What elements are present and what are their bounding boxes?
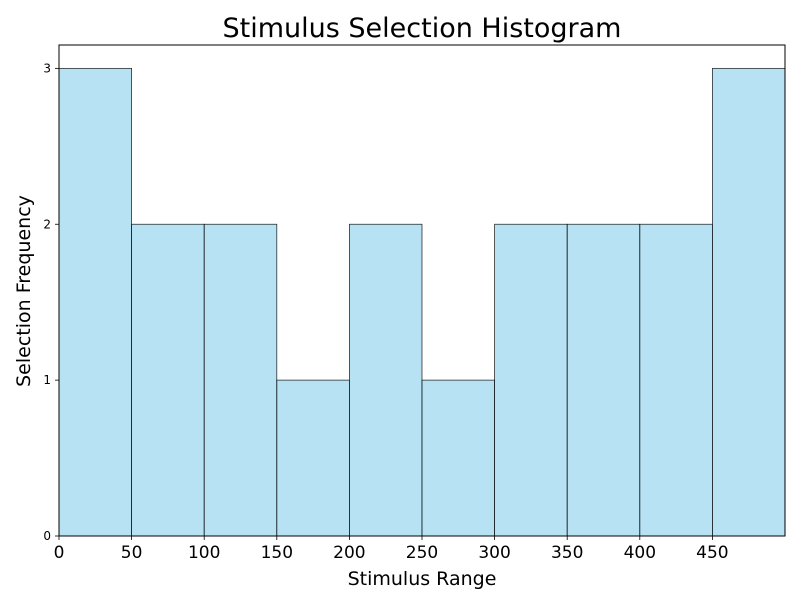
x-tick-label-0: 0: [54, 543, 65, 563]
histogram-bar-6: [494, 223, 568, 537]
chart-title: Stimulus Selection Histogram: [223, 13, 622, 44]
histogram-bar-0: [58, 67, 132, 537]
histogram-bar-3: [276, 379, 350, 537]
y-axis-label: Selection Frequency: [13, 195, 35, 387]
y-tick-label-3: 3: [43, 61, 51, 75]
y-tick-label-0: 0: [43, 529, 51, 543]
histogram-bar-1: [131, 223, 205, 537]
x-axis-label: Stimulus Range: [348, 568, 497, 590]
histogram-bar-5: [421, 379, 495, 537]
x-tick-label-4: 200: [333, 543, 365, 563]
x-tick-label-7: 350: [551, 543, 583, 563]
x-tick-label-2: 100: [188, 543, 220, 563]
y-tick-label-1: 1: [43, 373, 51, 387]
x-tick-label-8: 400: [624, 543, 656, 563]
histogram-bar-4: [348, 223, 423, 537]
plot-frame: [58, 44, 786, 537]
x-tick-label-3: 150: [261, 543, 293, 563]
x-axis-ticks: 0 50 100 150 200 250 300 350 400 450: [54, 536, 729, 563]
histogram-bar-2: [203, 223, 278, 537]
histogram-bar-8: [639, 223, 713, 537]
y-tick-label-2: 2: [43, 217, 51, 231]
x-tick-label-6: 300: [478, 543, 510, 563]
bars-group: [58, 67, 786, 537]
y-axis-ticks: 0 1 2 3: [43, 61, 59, 543]
x-tick-label-1: 50: [121, 543, 143, 563]
x-tick-label-9: 450: [696, 543, 728, 563]
x-tick-label-5: 250: [406, 543, 438, 563]
histogram-bar-7: [566, 223, 641, 537]
histogram-bar-9: [712, 67, 786, 537]
